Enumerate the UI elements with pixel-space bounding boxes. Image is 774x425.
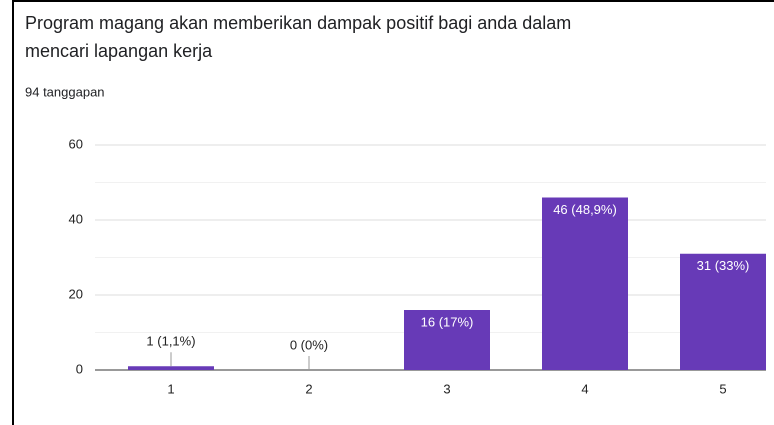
data-label: 0 (0%) <box>290 337 328 352</box>
data-label: 16 (17%) <box>421 314 474 329</box>
x-tick-label: 2 <box>305 381 312 396</box>
chart-subtitle: 94 tanggapan <box>25 84 105 99</box>
chart-title: mencari lapangan kerja <box>25 41 213 61</box>
bar <box>404 310 490 370</box>
data-label: 46 (48,9%) <box>553 202 617 217</box>
bar <box>680 253 766 370</box>
y-tick-label: 20 <box>69 286 83 301</box>
y-tick-label: 60 <box>69 136 83 151</box>
bar <box>128 366 214 370</box>
x-tick-label: 3 <box>443 381 450 396</box>
x-tick-label: 5 <box>719 381 726 396</box>
x-tick-label: 4 <box>581 381 588 396</box>
x-tick-label: 1 <box>167 381 174 396</box>
y-tick-label: 40 <box>69 211 83 226</box>
data-label: 31 (33%) <box>697 258 750 273</box>
bar <box>542 197 628 370</box>
data-label: 1 (1,1%) <box>146 334 195 349</box>
chart-title: Program magang akan memberikan dampak po… <box>25 13 571 33</box>
y-tick-label: 0 <box>76 361 83 376</box>
